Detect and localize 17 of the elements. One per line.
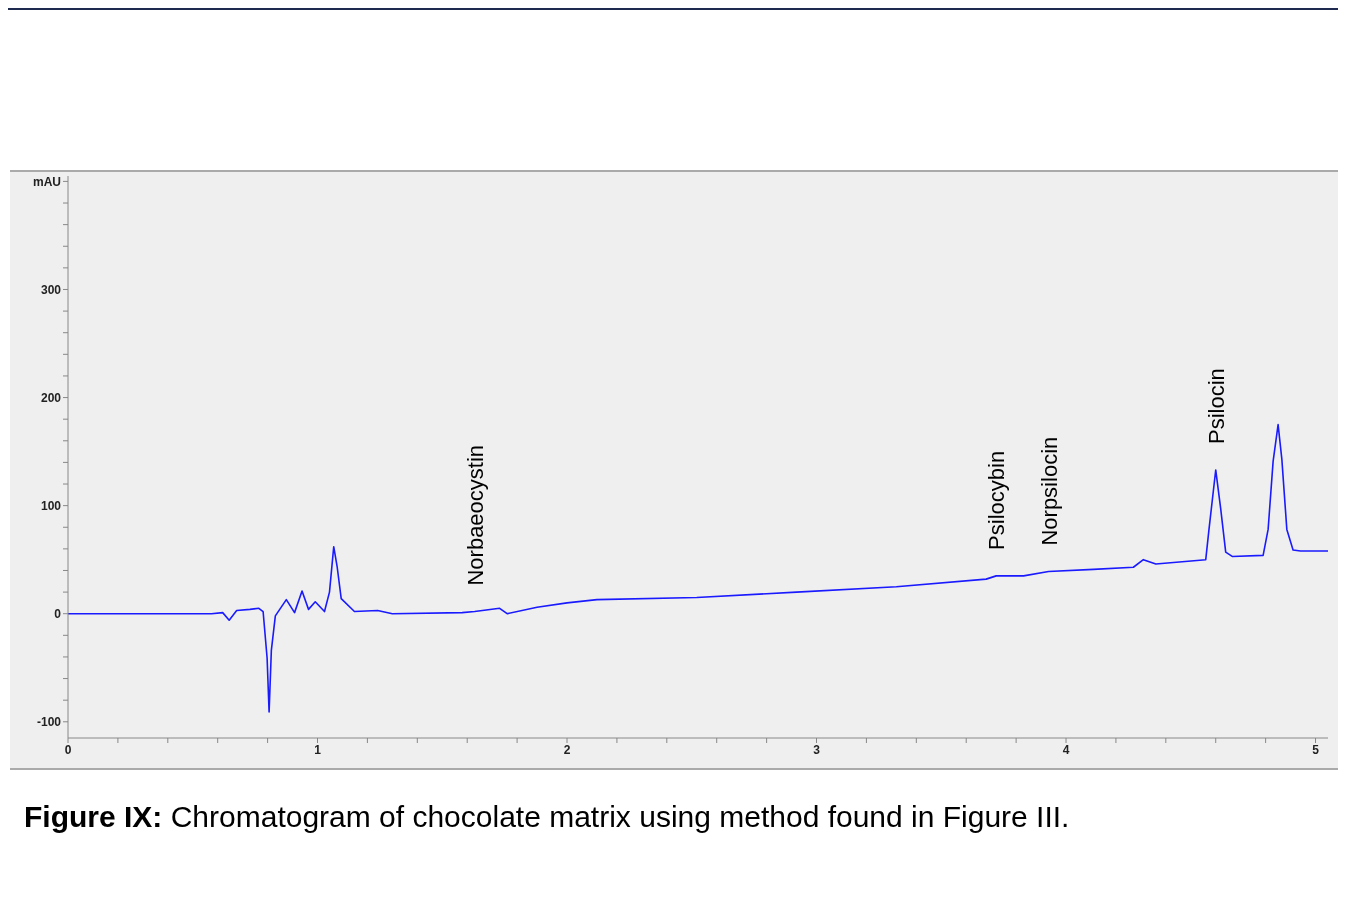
x-tick-label: 0	[64, 742, 72, 757]
y-tick-label: mAU	[32, 174, 61, 189]
annotation: Psilocin	[1203, 368, 1229, 444]
y-tick-label: 300	[40, 282, 62, 297]
annotation: Norbaeocystin	[462, 444, 488, 586]
text: Figure IX: Chromatogram of chocolate matrix using method found in Figure III.	[24, 800, 1071, 834]
y-tick-label: 100	[40, 498, 62, 513]
x-tick-label: 4	[1062, 742, 1070, 757]
annotation: Psilocybin	[984, 450, 1010, 550]
x-tick-label: 5	[1312, 742, 1320, 757]
y-tick-label: -100	[36, 715, 62, 730]
y-tick-label: 0	[54, 606, 62, 621]
annotation: Norpsilocin	[1036, 436, 1062, 546]
x-tick-label: 1	[314, 742, 322, 757]
x-tick-label: 2	[563, 742, 571, 757]
y-tick-label: 200	[40, 390, 62, 405]
x-tick-label: 3	[813, 742, 821, 757]
